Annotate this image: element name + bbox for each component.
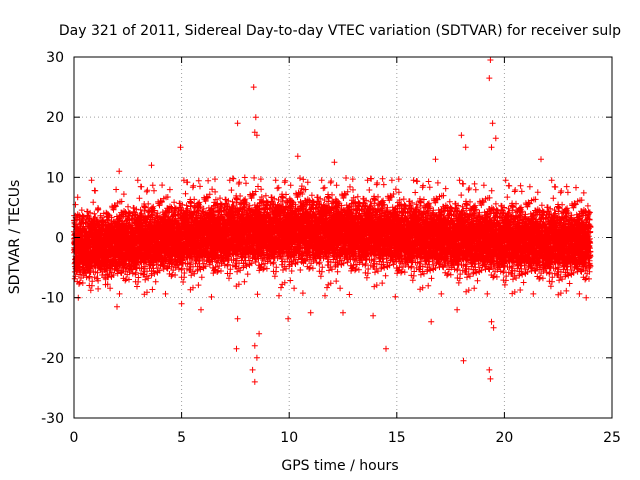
y-tick-label: 20: [46, 110, 64, 126]
x-tick-label: 25: [603, 430, 621, 446]
y-tick-label: -20: [41, 351, 64, 367]
scatter-points: [71, 57, 594, 385]
x-axis-label: GPS time / hours: [281, 458, 398, 474]
y-tick-label: 30: [46, 50, 64, 66]
x-tick-label: 0: [70, 430, 79, 446]
y-tick-label: 10: [46, 170, 64, 186]
x-tick-label: 20: [495, 430, 513, 446]
data-points: [71, 57, 594, 385]
y-tick-label: -30: [41, 411, 64, 427]
axis-ticks: [73, 56, 613, 419]
chart-title: Day 321 of 2011, Sidereal Day-to-day VTE…: [59, 23, 621, 39]
y-axis-label: SDTVAR / TECUs: [7, 180, 23, 295]
y-tick-label: 0: [55, 231, 64, 247]
y-tick-labels: -30 -20 -10 0 10 20 30: [41, 50, 64, 427]
y-tick-label: -10: [41, 291, 64, 307]
x-tick-labels: 0 5 10 15 20 25: [70, 430, 621, 446]
x-tick-label: 10: [280, 430, 298, 446]
x-tick-label: 15: [388, 430, 406, 446]
x-tick-label: 5: [177, 430, 186, 446]
